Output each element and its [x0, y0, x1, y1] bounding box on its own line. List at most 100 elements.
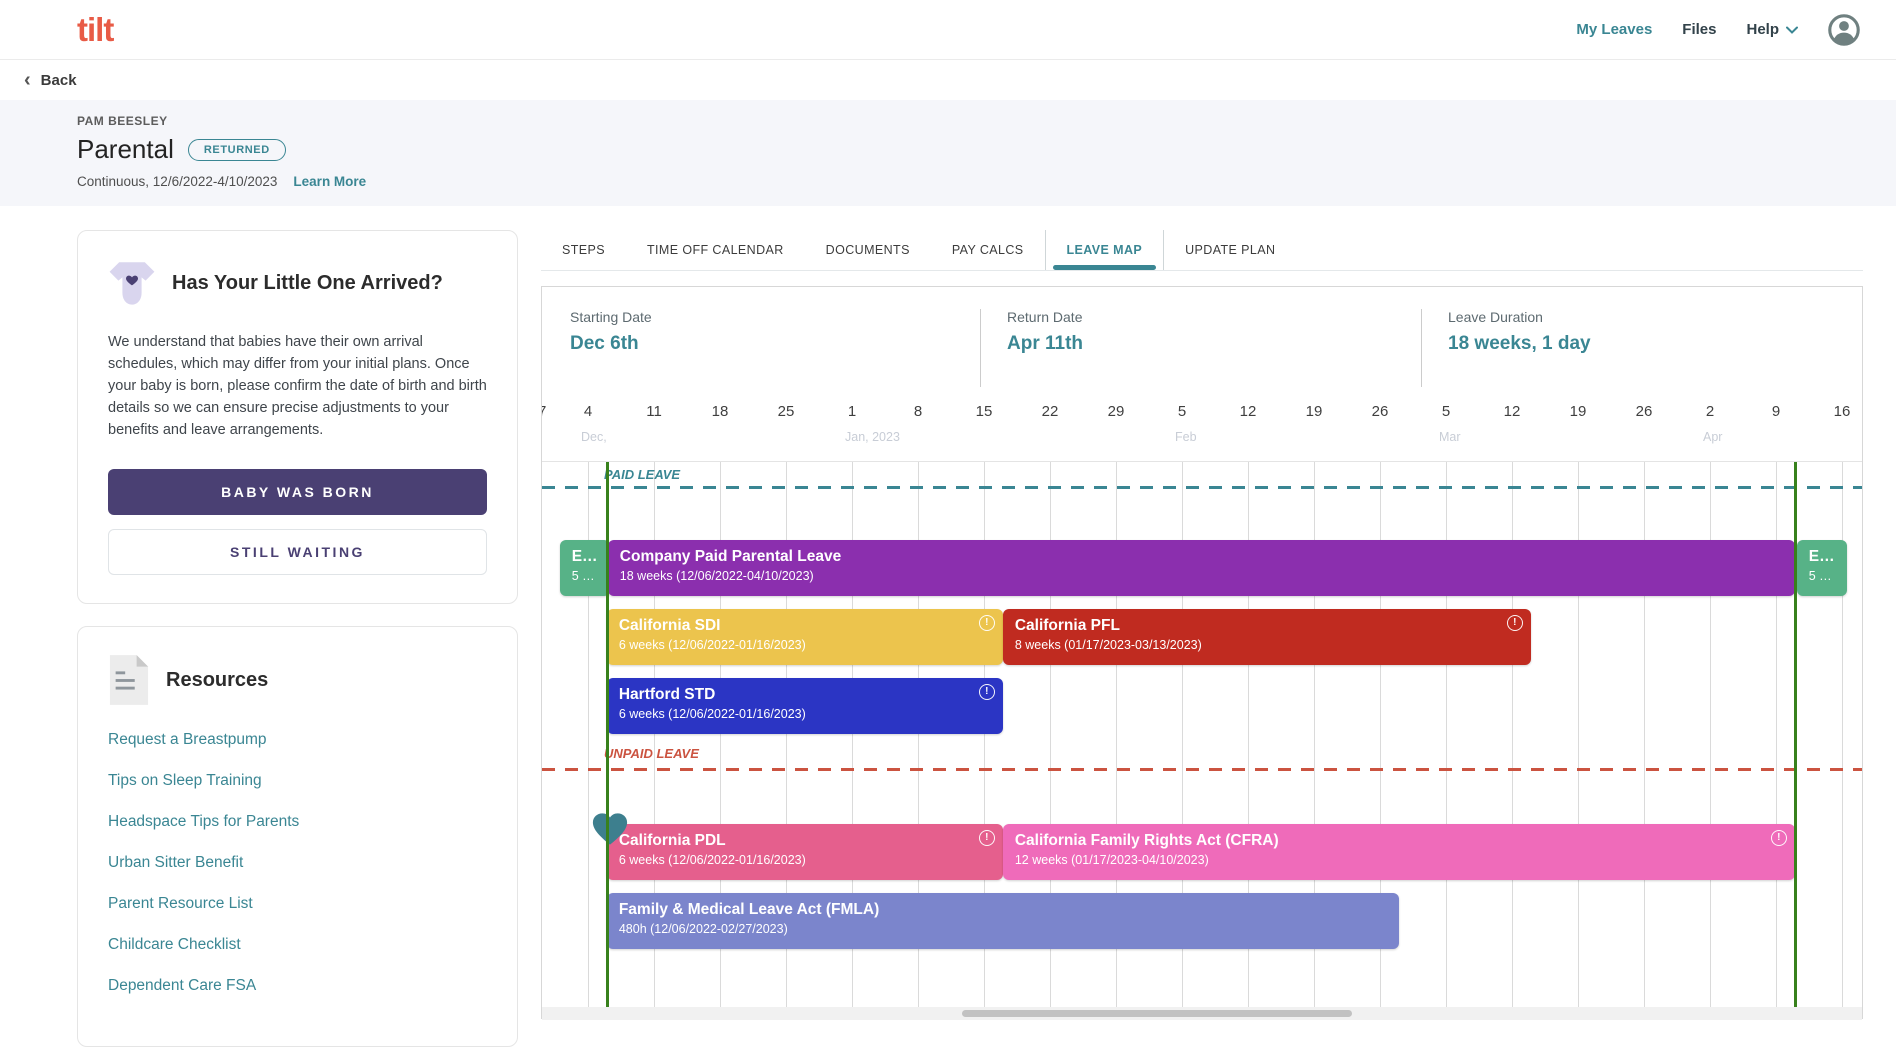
tab[interactable]: STEPS	[562, 243, 605, 257]
axis-tick: 26	[1636, 403, 1653, 420]
resources-card: Resources Request a Breastpump Tips on Sl…	[77, 626, 518, 1047]
tab[interactable]: DOCUMENTS	[825, 243, 910, 257]
document-icon	[109, 655, 149, 705]
resource-link[interactable]: Dependent Care FSA	[108, 977, 257, 995]
info-icon[interactable]: !	[978, 830, 995, 846]
tick-day: 8	[913, 403, 923, 420]
top-nav: tilt My Leaves Files Help	[0, 0, 1896, 60]
leave-bar[interactable]: Hartford STD 6 weeks (12/06/2022-01/16/2…	[606, 678, 1003, 734]
axis-tick: 22	[1042, 403, 1059, 420]
gridline	[852, 462, 853, 1007]
leave-bar-name: E…	[1808, 548, 1835, 565]
leave-duration-label: Leave Duration	[1448, 309, 1543, 325]
axis-tick: 26	[1372, 403, 1389, 420]
resource-link[interactable]: Headspace Tips for Parents	[108, 813, 300, 831]
nav-help[interactable]: Help	[1746, 21, 1798, 38]
resource-links: Request a Breastpump Tips on Sleep Traini…	[108, 731, 487, 995]
tick-day: 16	[1833, 403, 1851, 420]
gridline	[918, 462, 919, 1007]
resource-link[interactable]: Urban Sitter Benefit	[108, 854, 244, 872]
tick-month: Feb	[1175, 430, 1197, 444]
horizontal-scrollbar[interactable]	[542, 1007, 1862, 1020]
info-icon[interactable]: !	[1506, 615, 1523, 631]
return-date-value: Apr 11th	[1007, 333, 1084, 354]
tab[interactable]: UPDATE PLAN	[1185, 243, 1276, 257]
scrollbar-thumb[interactable]	[962, 1010, 1352, 1017]
axis-tick: 11	[646, 403, 662, 420]
leave-bar[interactable]: California PFL 8 weeks (01/17/2023-03/13…	[1002, 609, 1531, 665]
axis-tick: 16	[1834, 403, 1851, 420]
leave-bar-name: California PDL	[618, 832, 726, 849]
tick-day: 19	[1305, 403, 1323, 420]
axis-tick: 8	[914, 403, 922, 420]
unpaid-leave-divider	[542, 768, 1862, 771]
nav-my-leaves[interactable]: My Leaves	[1576, 21, 1653, 38]
back-label: Back	[40, 71, 77, 89]
leave-bar-detail: 6 weeks (12/06/2022-01/16/2023)	[618, 707, 806, 721]
tick-day: 18	[711, 403, 729, 420]
leave-bar[interactable]: E… 5 … !	[559, 540, 610, 596]
leave-bar-name: Hartford STD	[618, 686, 716, 703]
tick-day: 26	[1371, 403, 1389, 420]
tilt-logo: tilt	[77, 10, 114, 48]
leave-bar-detail: 5 …	[1808, 569, 1832, 583]
back-bar: ‹ Back	[0, 60, 1896, 100]
axis-tick: 12	[1504, 403, 1521, 420]
axis-tick: 9	[1772, 403, 1780, 420]
tick-day: 11	[646, 403, 662, 420]
gridline	[1842, 462, 1843, 1007]
resource-link[interactable]: Request a Breastpump	[108, 731, 267, 749]
leave-bar-name: E…	[571, 548, 598, 565]
back-button[interactable]: ‹ Back	[24, 70, 77, 90]
gridline	[1182, 462, 1183, 1007]
paid-leave-label: PAID LEAVE	[604, 467, 681, 482]
nav-files[interactable]: Files	[1682, 21, 1717, 38]
leave-bar[interactable]: Family & Medical Leave Act (FMLA) 480h (…	[606, 893, 1399, 949]
resource-link[interactable]: Tips on Sleep Training	[108, 772, 262, 790]
gridline	[1314, 462, 1315, 1007]
baby-was-born-button[interactable]: BABY WAS BORN	[108, 469, 487, 516]
leave-bar-detail: 480h (12/06/2022-02/27/2023)	[618, 922, 788, 936]
tick-day: 4	[583, 403, 593, 420]
axis-tick: 15	[976, 403, 993, 420]
leave-bar-detail: 6 weeks (12/06/2022-01/16/2023)	[618, 638, 806, 652]
tick-day: 5	[1441, 403, 1451, 420]
still-waiting-button[interactable]: STILL WAITING	[108, 529, 487, 576]
paid-leave-divider	[542, 486, 1862, 489]
tick-month: Apr	[1703, 430, 1723, 444]
leave-bar[interactable]: California SDI 6 weeks (12/06/2022-01/16…	[606, 609, 1003, 665]
axis-tick: 5 Feb	[1175, 403, 1197, 444]
axis-tick: 1 Jan, 2023	[845, 403, 900, 444]
leave-bar[interactable]: E… 5 … !	[1796, 540, 1847, 596]
gridline	[1578, 462, 1579, 1007]
user-avatar-icon[interactable]	[1828, 13, 1860, 46]
leave-bar[interactable]: California PDL 6 weeks (12/06/2022-01/16…	[592, 813, 1003, 880]
gridline	[1512, 462, 1513, 1007]
tab[interactable]: PAY CALCS	[951, 243, 1024, 257]
gridline	[588, 462, 589, 1007]
start-marker-line	[605, 462, 609, 1007]
tick-day: 19	[1569, 403, 1587, 420]
tabs: STEPS TIME OFF CALENDAR DOCUMENTS PAY CALCS…	[541, 230, 1863, 271]
info-icon[interactable]: !	[978, 684, 995, 700]
gridline	[786, 462, 787, 1007]
gridline	[1248, 462, 1249, 1007]
axis-tick: 18	[712, 403, 729, 420]
gridline	[1116, 462, 1117, 1007]
resource-link[interactable]: Childcare Checklist	[108, 936, 241, 954]
baby-card-title: Has Your Little One Arrived?	[172, 271, 443, 294]
leave-bar[interactable]: Company Paid Parental Leave 18 weeks (12…	[607, 540, 1795, 596]
leave-bar[interactable]: California Family Rights Act (CFRA) 12 w…	[1002, 824, 1795, 880]
learn-more-link[interactable]: Learn More	[293, 174, 367, 189]
info-icon[interactable]: !	[978, 615, 995, 631]
tick-day: 29	[1107, 403, 1125, 420]
gridline	[1380, 462, 1381, 1007]
tick-day: 1	[847, 403, 857, 420]
gridline	[720, 462, 721, 1007]
chevron-down-icon	[1786, 26, 1798, 34]
tab[interactable]: TIME OFF CALENDAR	[647, 243, 784, 257]
baby-arrival-card: Has Your Little One Arrived? We understa…	[77, 230, 518, 605]
tab[interactable]: LEAVE MAP	[1044, 230, 1165, 270]
resource-link[interactable]: Parent Resource List	[108, 895, 253, 913]
info-icon[interactable]: !	[1770, 830, 1787, 846]
